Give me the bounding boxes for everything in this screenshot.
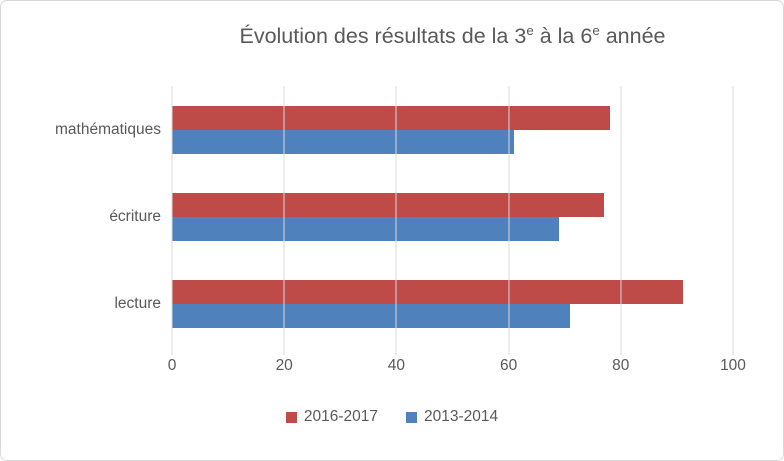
category-axis-labels: mathématiques écriture lecture	[1, 86, 161, 348]
legend-item-2016-2017: 2016-2017	[285, 408, 378, 426]
legend-label: 2013-2014	[424, 408, 499, 425]
value-axis-tick-60: 60	[499, 357, 518, 374]
bar-2013-2014-mathématiques	[172, 129, 515, 154]
bar-2013-2014-écriture	[172, 216, 560, 241]
title-text-3: année	[599, 24, 666, 48]
bar-2016-2017-écriture	[172, 192, 604, 217]
gridline-40	[395, 86, 397, 355]
legend-swatch-icon	[285, 411, 297, 423]
value-axis-tick-80: 80	[612, 357, 630, 374]
bar-row-1	[172, 173, 733, 260]
bar-2013-2014-lecture	[172, 304, 571, 329]
category-label-0: mathématiques	[55, 120, 161, 138]
category-label-1: écriture	[109, 207, 161, 225]
bar-2016-2017-lecture	[172, 280, 683, 305]
bar-2016-2017-mathématiques	[172, 105, 610, 130]
legend-item-2013-2014: 2013-2014	[406, 408, 498, 426]
gridline-20	[283, 86, 285, 355]
bar-row-2	[172, 261, 733, 348]
chart-title: Évolution des résultats de la 3e à la 6e…	[172, 23, 733, 51]
legend: 2016-2017 2013-2014	[1, 408, 783, 426]
value-axis-labels: 0 20 40 60 80 100	[168, 357, 746, 377]
title-superscript-1: e	[526, 22, 534, 38]
value-axis-tick-0: 0	[167, 357, 177, 374]
value-axis-tick-20: 20	[275, 357, 293, 374]
gridline-100	[732, 86, 734, 355]
legend-swatch-icon	[406, 411, 417, 423]
plot-area	[171, 86, 734, 355]
gridline-80	[620, 86, 622, 355]
bar-row-0	[172, 86, 733, 173]
title-text-2: à la 6	[533, 24, 593, 48]
value-axis-tick-100: 100	[720, 357, 746, 374]
legend-label: 2016-2017	[303, 408, 378, 425]
bar-rows	[172, 86, 733, 348]
title-text-1: Évolution des résultats de la 3	[239, 24, 527, 48]
category-label-2: lecture	[114, 295, 161, 313]
title-superscript-2: e	[592, 22, 600, 38]
gridline-0	[171, 86, 173, 355]
value-axis-tick-40: 40	[387, 357, 406, 374]
gridline-60	[508, 86, 510, 355]
